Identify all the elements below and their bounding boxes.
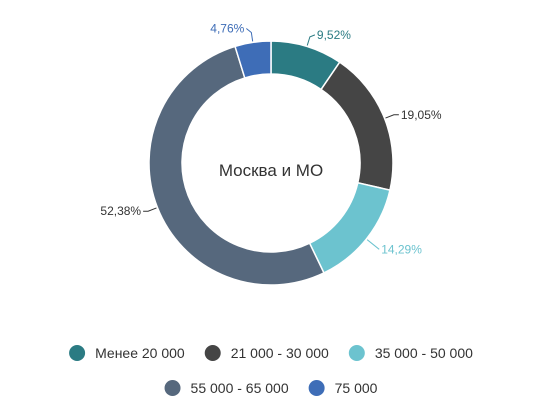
legend-item[interactable]: 55 000 - 65 000 — [164, 380, 289, 396]
legend-label: 35 000 - 50 000 — [375, 345, 473, 361]
legend-label: 21 000 - 30 000 — [231, 345, 329, 361]
slices-group — [148, 40, 394, 286]
legend-swatch — [348, 345, 365, 361]
center-label: Москва и МО — [219, 161, 323, 180]
legend-item[interactable]: 35 000 - 50 000 — [348, 345, 473, 361]
legend-label: 55 000 - 65 000 — [191, 380, 289, 396]
legend: Менее 20 000 21 000 - 30 000 35 000 - 50 0… — [69, 345, 473, 396]
legend-swatch — [164, 380, 181, 396]
legend-item[interactable]: 75 000 — [308, 380, 378, 396]
legend-swatch — [69, 345, 86, 361]
donut-slice[interactable] — [320, 61, 394, 192]
label-connector — [385, 114, 399, 119]
data-labels-group: 9,52% 19,05% 14,29% 52,38% 4,76% — [100, 21, 441, 256]
donut-slice[interactable] — [234, 40, 272, 79]
donut-slice[interactable] — [148, 45, 325, 286]
label-connector — [246, 28, 254, 42]
label-connector — [306, 34, 316, 46]
connectors-group — [143, 28, 399, 250]
legend-item[interactable]: 21 000 - 30 000 — [204, 345, 329, 361]
data-label: 52,38% — [100, 204, 141, 218]
label-connector — [366, 239, 380, 250]
data-label: 19,05% — [401, 108, 442, 122]
legend-item[interactable]: Менее 20 000 — [69, 345, 185, 361]
label-connector — [143, 207, 157, 212]
legend-swatch — [204, 345, 221, 361]
data-label: 4,76% — [210, 21, 244, 35]
donut-slice[interactable] — [308, 181, 391, 274]
legend-label: 75 000 — [335, 380, 378, 396]
legend-swatch — [308, 380, 325, 396]
legend-label: Менее 20 000 — [95, 345, 185, 361]
data-label: 14,29% — [381, 242, 422, 256]
data-label: 9,52% — [317, 28, 351, 42]
